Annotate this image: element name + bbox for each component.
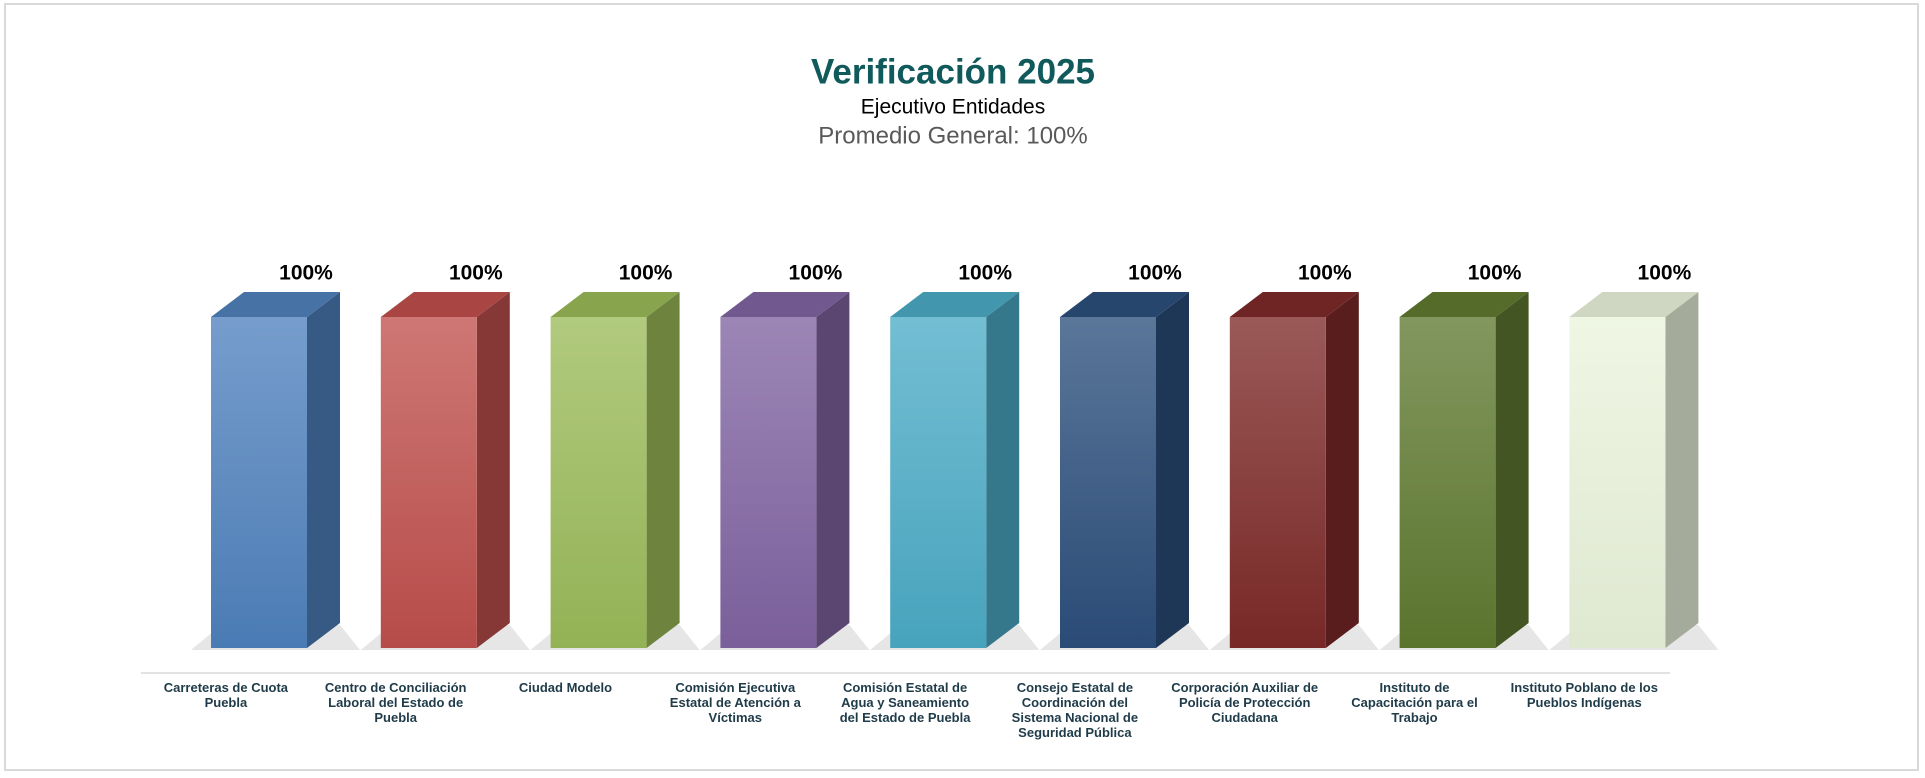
bar-top (211, 292, 340, 317)
bar-side (646, 292, 680, 648)
bar-side (1665, 292, 1699, 648)
bar (720, 317, 817, 648)
bar-top (550, 292, 680, 317)
chart-summary: Promedio General: 100% (818, 122, 1087, 149)
bar-side (986, 292, 1020, 648)
x-tick-label: Instituto de Capacitación para el Trabaj… (1351, 680, 1478, 725)
value-label: 100% (449, 262, 503, 285)
x-tick-label: Ciudad Modelo (518, 680, 613, 695)
value-label: 100% (1638, 262, 1692, 285)
bar-top (1399, 292, 1529, 317)
chart-subtitle: Ejecutivo Entidades (861, 96, 1045, 119)
bar-top (720, 292, 850, 317)
bar (1399, 317, 1496, 648)
bar (890, 317, 987, 648)
bar-top (380, 292, 510, 317)
bar-side (1495, 292, 1529, 648)
bar-top (890, 292, 1020, 317)
x-tick-label: Consejo Estatal de Coordinación del Sist… (1011, 680, 1139, 740)
bar (1229, 317, 1326, 648)
value-label: 100% (279, 262, 333, 285)
value-label: 100% (1468, 262, 1522, 285)
bar-top (1569, 292, 1699, 317)
bar-side (816, 292, 850, 648)
bar-side (1156, 292, 1189, 648)
x-tick-label: Corporación Auxiliar de Policía de Prote… (1171, 680, 1319, 725)
x-tick-label: Centro de Conciliación Laboral del Estad… (324, 680, 467, 725)
bar (1060, 317, 1156, 648)
bar-side (1325, 292, 1359, 648)
bar (211, 317, 307, 648)
x-tick-label: Comisión Ejecutiva Estatal de Atención a… (669, 680, 801, 725)
bar-side (307, 292, 340, 648)
bar (380, 317, 477, 648)
bar-side (476, 292, 510, 648)
bar (550, 317, 647, 648)
bar (1569, 317, 1666, 648)
value-label: 100% (619, 262, 673, 285)
value-label: 100% (1298, 262, 1352, 285)
value-label: 100% (958, 262, 1012, 285)
bar-top (1229, 292, 1359, 317)
x-tick-label: Comisión Estatal de Agua y Saneamiento d… (839, 680, 971, 725)
value-label: 100% (1128, 262, 1182, 285)
bar-top (1060, 292, 1189, 317)
x-tick-label: Carreteras de Cuota Puebla (163, 680, 289, 710)
x-tick-label: Instituto Poblano de los Pueblos Indígen… (1510, 680, 1658, 710)
value-label: 100% (789, 262, 843, 285)
chart-title: Verificación 2025 (811, 52, 1095, 91)
